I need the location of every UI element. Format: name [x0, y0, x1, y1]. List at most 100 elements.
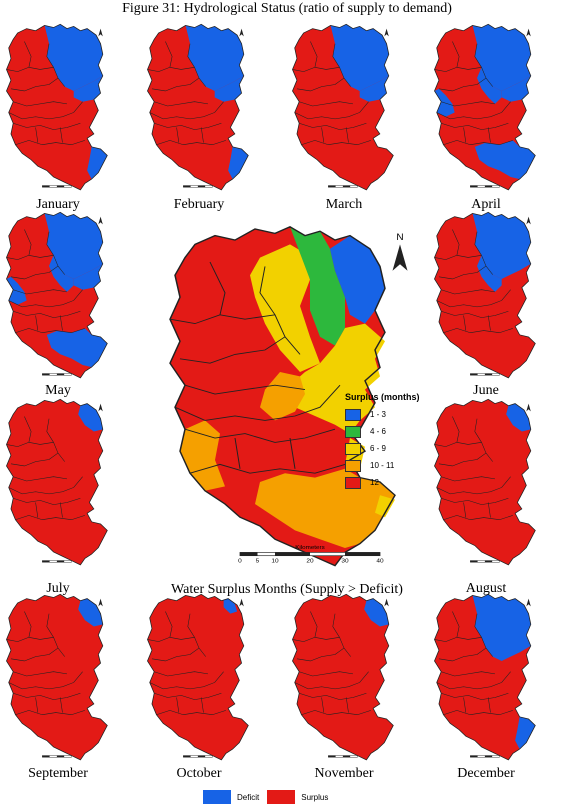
scale-bar-icon: [42, 373, 72, 376]
month-map-june: [430, 208, 542, 380]
scale-bar-icon: [470, 185, 500, 188]
legend-item: 6 - 9: [345, 440, 435, 457]
scale-bar-icon: [183, 185, 213, 188]
scale-bar-icon: [42, 755, 72, 758]
month-label-july: July: [46, 581, 70, 596]
north-arrow-icon: N: [392, 232, 408, 271]
legend-label: 1 - 3: [370, 410, 387, 419]
month-label-november: November: [314, 766, 374, 781]
north-arrow-icon: [526, 28, 531, 37]
deficit-zone: [214, 75, 244, 102]
north-arrow-icon: [98, 403, 103, 412]
month-label-february: February: [173, 197, 225, 212]
deficit-zone: [78, 598, 103, 627]
deficit-zone: [359, 75, 389, 102]
scale-tick-label: 0: [238, 558, 242, 565]
legend-item: 10 - 11: [345, 457, 435, 474]
north-label: N: [396, 232, 403, 242]
surplus-legend: Surplus (months) 1 - 3 4 - 6 6 - 9 10 - 11 1…: [345, 392, 435, 491]
month-label-december: December: [457, 766, 515, 781]
zone-1-3-months: [330, 235, 385, 324]
month-label-august: August: [465, 581, 507, 596]
main-map-subtitle: Water Surplus Months (Supply > Deficit): [171, 582, 403, 597]
scale-bar-icon: [470, 373, 500, 376]
north-arrow-icon: [98, 598, 103, 607]
deficit-zone: [506, 403, 531, 432]
month-map-march: [288, 20, 400, 192]
zone-4-6-months: [290, 226, 345, 346]
deficit-zone: [501, 75, 531, 102]
month-label-march: March: [325, 197, 363, 212]
month-map-may: [2, 208, 114, 380]
scale-bar-icon: [470, 560, 500, 563]
legend-swatch: [345, 425, 361, 438]
month-map-january: [2, 20, 114, 192]
scale-tick-label: 30: [341, 558, 349, 565]
month-map-august: [430, 395, 542, 567]
deficit-zone: [223, 598, 238, 614]
scale-unit-label: Kilometers: [295, 545, 325, 551]
surplus-swatch: [267, 790, 296, 804]
legend-swatch: [345, 476, 361, 489]
zone-6-9-months: [290, 323, 385, 434]
deficit-zone: [515, 716, 536, 750]
deficit-zone: [472, 212, 531, 279]
legend-swatch: [345, 442, 361, 455]
zone-10-11-months: [255, 468, 395, 548]
month-map-february: [143, 20, 255, 192]
deficit-label: Deficit: [237, 792, 260, 802]
north-arrow-icon: [98, 28, 103, 37]
legend-item: 12: [345, 474, 435, 491]
legend-swatch: [345, 459, 361, 472]
deficit-zone: [474, 140, 536, 180]
scale-tick-label: 40: [376, 558, 384, 565]
zone-6-9-months: [375, 495, 395, 518]
deficit-surplus-legend: Deficit Surplus: [203, 789, 383, 805]
deficit-zone: [477, 67, 502, 104]
surplus-months-map: N Kilometers 0 5 10 20 30 40: [160, 218, 410, 570]
legend-item-deficit: Deficit: [203, 790, 259, 804]
deficit-zone: [185, 24, 244, 91]
month-label-april: April: [471, 197, 501, 212]
scale-bar-icon: [328, 755, 358, 758]
deficit-zone: [87, 146, 108, 180]
north-arrow-icon: [526, 403, 531, 412]
deficit-zone: [472, 594, 531, 661]
north-arrow-icon: [384, 28, 389, 37]
zone-10-11-months: [260, 372, 305, 421]
deficit-zone: [73, 75, 103, 102]
scale-bar: Kilometers 0 5 10 20 30 40: [238, 545, 384, 564]
north-arrow-icon: [384, 598, 389, 607]
month-map-november: [288, 590, 400, 762]
north-arrow-icon: [526, 598, 531, 607]
scale-bar-icon: [183, 755, 213, 758]
legend-label: 4 - 6: [370, 427, 387, 436]
scale-bar-icon: [42, 560, 72, 563]
legend-item-surplus: Surplus: [267, 790, 328, 804]
legend-title: Surplus (months): [345, 392, 420, 402]
deficit-zone: [73, 263, 103, 290]
deficit-swatch: [203, 790, 231, 804]
month-label-may: May: [45, 383, 71, 398]
scale-bar-icon: [470, 755, 500, 758]
legend-swatch: [345, 408, 361, 421]
scale-tick-label: 10: [271, 558, 279, 565]
month-map-october: [143, 590, 255, 762]
deficit-zone: [330, 24, 389, 91]
north-arrow-icon: [526, 216, 531, 225]
legend-label: 10 - 11: [370, 461, 395, 470]
deficit-zone: [46, 328, 108, 368]
month-label-october: October: [176, 766, 222, 781]
month-label-january: January: [36, 197, 80, 212]
figure-title: Figure 31: Hydrological Status (ratio of…: [122, 1, 452, 16]
deficit-zone: [477, 255, 502, 292]
north-arrow-icon: [98, 216, 103, 225]
legend-item: 4 - 6: [345, 423, 435, 440]
month-map-september: [2, 590, 114, 762]
deficit-zone: [44, 212, 103, 279]
scale-tick-label: 20: [306, 558, 314, 565]
deficit-zone: [78, 403, 103, 432]
north-arrow-icon: [239, 28, 244, 37]
surplus-label: Surplus: [301, 792, 329, 802]
legend-label: 12: [370, 478, 379, 487]
